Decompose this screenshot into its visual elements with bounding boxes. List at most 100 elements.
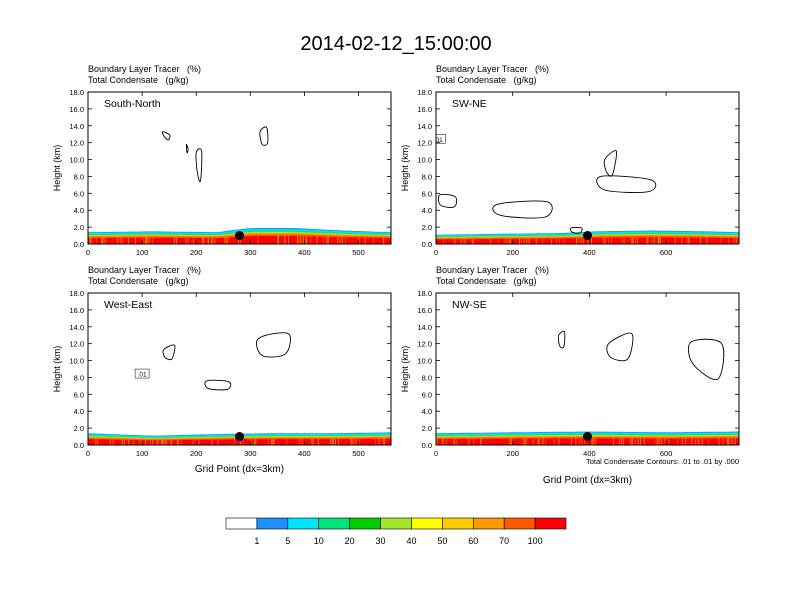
y-tick-label: 2.0 <box>422 223 432 232</box>
y-tick-label: 4.0 <box>422 407 432 416</box>
plot-frame <box>435 91 740 245</box>
contour-annotation-box <box>134 368 150 379</box>
colorbar-label: 20 <box>345 536 355 546</box>
x-tick-label: 400 <box>298 248 311 257</box>
condensate-contour <box>603 150 617 177</box>
colorbar-label: 10 <box>314 536 324 546</box>
x-tick-label: 0 <box>86 248 90 257</box>
condensate-contour <box>259 126 269 146</box>
x-tick-label: 300 <box>244 248 257 257</box>
y-tick-label: 2.0 <box>74 424 84 433</box>
contour-info: Total Condensate Contours: .01 to .01 by… <box>586 457 739 466</box>
panel1-condensate-label: Total Condensate (g/kg) <box>88 75 189 85</box>
panel-label: South-North <box>104 98 161 110</box>
y-tick-label: 12.0 <box>69 340 84 349</box>
colorbar-swatch <box>472 517 505 530</box>
y-tick-label: 10.0 <box>417 357 432 366</box>
y-tick-label: 0.0 <box>74 441 84 450</box>
colorbar-label: 30 <box>376 536 386 546</box>
condensate-contour <box>161 131 171 141</box>
y-tick-label: 8.0 <box>74 373 84 382</box>
x-axis-label: Grid Point (dx=3km) <box>543 475 632 486</box>
y-tick-label: 18.0 <box>417 88 432 97</box>
y-tick-label: 8.0 <box>422 373 432 382</box>
panel2-condensate-label: Total Condensate (g/kg) <box>436 75 537 85</box>
y-tick-label: 6.0 <box>422 390 432 399</box>
y-axis-label: Height (km) <box>52 346 62 393</box>
y-tick-label: 18.0 <box>69 289 84 298</box>
colorbar-label: 1 <box>254 536 259 546</box>
y-tick-label: 2.0 <box>74 223 84 232</box>
x-tick-label: 200 <box>190 449 203 458</box>
tracer-layer-6 <box>88 438 391 445</box>
plot-area <box>436 330 739 445</box>
panel-nw-se: NW-SE 0.0 2.0 4.0 6.0 8.0 10.0 12.0 14.0 16.0 18.0… <box>400 289 740 486</box>
panel4-tracer-label: Boundary Layer Tracer (%) <box>436 265 549 275</box>
panel-sw-ne: .01 SW-NE 0.0 2.0 4.0 6.0 8.0 10.0 12.0 14.0 16.0 1… <box>400 88 766 257</box>
colorbar-label: 70 <box>499 536 509 546</box>
x-tick-label: 500 <box>352 449 365 458</box>
x-tick-label: 500 <box>352 248 365 257</box>
y-tick-label: 14.0 <box>417 122 432 131</box>
panel1-tracer-label: Boundary Layer Tracer (%) <box>88 64 201 74</box>
y-tick-label: 8.0 <box>74 172 84 181</box>
condensate-contour <box>492 200 553 219</box>
y-axis-label: Height (km) <box>400 145 410 192</box>
y-tick-label: 10.0 <box>69 357 84 366</box>
plot-frame <box>87 91 392 245</box>
panel-south-north: South-North 0.0 2.0 4.0 6.0 8.0 10.0 12.0 14.0 16… <box>52 88 392 257</box>
contour-annotation-label: .01 <box>434 137 443 144</box>
colorbar-swatch <box>503 517 536 530</box>
contour-annotation-box <box>436 134 446 144</box>
panel-label: SW-NE <box>452 98 487 110</box>
location-marker <box>583 231 592 241</box>
y-tick-label: 4.0 <box>422 206 432 215</box>
x-tick-label: 0 <box>434 248 438 257</box>
y-tick-label: 10.0 <box>417 156 432 165</box>
condensate-contour <box>596 175 657 193</box>
x-tick-label: 0 <box>86 449 90 458</box>
condensate-contour <box>758 126 766 154</box>
colorbar-swatch <box>411 517 443 530</box>
x-tick-label: 400 <box>583 449 596 458</box>
y-tick-label: 12.0 <box>69 139 84 148</box>
y-tick-label: 0.0 <box>74 240 84 249</box>
colorbar-label: 60 <box>468 536 478 546</box>
plot-frame <box>87 292 392 446</box>
condensate-contour <box>204 379 232 391</box>
colorbar-swatch <box>256 517 289 530</box>
x-tick-label: 100 <box>136 248 149 257</box>
condensate-contour <box>557 330 566 349</box>
panel-west-east: .01 West-East 0.0 2.0 4.0 6.0 8.0 10.0 12.0 14.0 1… <box>52 289 392 475</box>
colorbar-label: 100 <box>528 536 543 546</box>
x-tick-label: 600 <box>660 449 673 458</box>
colorbar-swatch <box>534 517 567 530</box>
panel3-tracer-label: Boundary Layer Tracer (%) <box>88 265 201 275</box>
contour-annotation-label: .01 <box>138 372 147 379</box>
colorbar-swatch <box>380 517 412 530</box>
plot-area: .01 <box>434 126 766 244</box>
y-tick-label: 16.0 <box>417 105 432 114</box>
y-tick-label: 14.0 <box>69 122 84 131</box>
y-tick-label: 14.0 <box>69 323 84 332</box>
x-tick-label: 300 <box>244 449 257 458</box>
colorbar-swatch <box>287 517 320 530</box>
condensate-contour <box>195 148 203 182</box>
y-tick-label: 6.0 <box>422 189 432 198</box>
x-tick-label: 0 <box>434 449 438 458</box>
panel-label: NW-SE <box>452 299 487 311</box>
colorbar: 1 5 10 20 30 40 50 60 70 100 <box>225 517 567 546</box>
plot-area: .01 <box>88 332 391 445</box>
y-tick-label: 4.0 <box>74 407 84 416</box>
condensate-contour <box>256 332 291 358</box>
colorbar-swatch <box>318 517 350 530</box>
colorbar-swatch <box>349 517 381 530</box>
plot-frame <box>435 292 740 446</box>
condensate-contour <box>687 338 725 381</box>
y-tick-label: 16.0 <box>69 306 84 315</box>
y-tick-label: 0.0 <box>422 441 432 450</box>
condensate-contour <box>606 332 634 362</box>
condensate-contour <box>185 143 189 154</box>
x-tick-label: 600 <box>660 248 673 257</box>
